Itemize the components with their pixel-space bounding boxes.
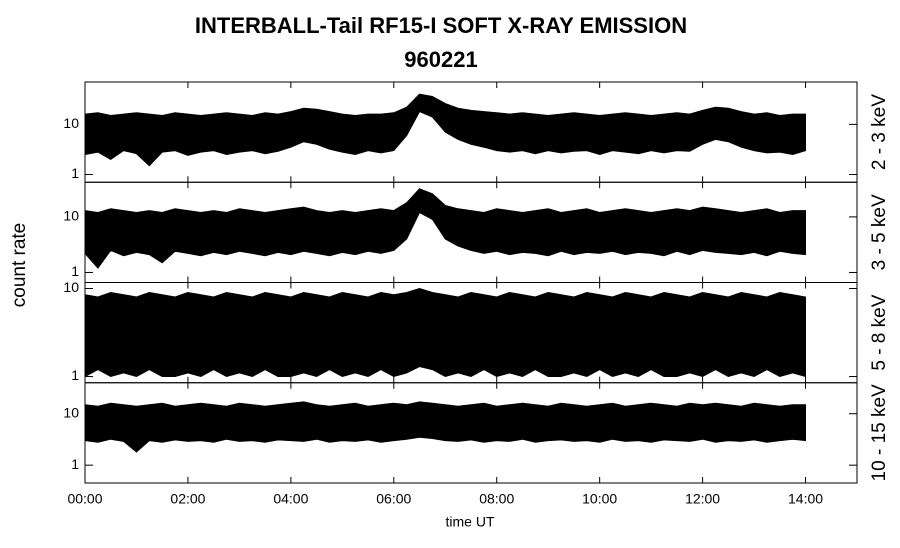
panel-label: 3 - 5 keV	[869, 194, 890, 270]
panel-label: 10 - 15 keV	[869, 384, 890, 481]
signal-band	[84, 93, 806, 167]
y-tick-label: 10	[63, 404, 79, 420]
panel-frame	[84, 382, 858, 484]
x-tick-label: 08:00	[479, 491, 514, 507]
signal-band	[84, 401, 806, 453]
y-tick-label: 1	[71, 456, 79, 472]
y-axis-label: count rate	[9, 223, 30, 308]
x-tick-label: 10:00	[582, 491, 617, 507]
y-tick-label: 10	[63, 115, 79, 131]
signal-band	[84, 287, 806, 378]
chart-subtitle: 960221	[404, 47, 477, 72]
x-tick-label: 06:00	[376, 491, 411, 507]
x-tick-label: 14:00	[788, 491, 823, 507]
y-tick-label: 10	[63, 208, 79, 224]
y-tick-label: 1	[71, 165, 79, 181]
x-tick-label: 04:00	[273, 491, 308, 507]
x-axis-label: time UT	[446, 514, 495, 530]
y-tick-label: 1	[71, 367, 79, 383]
signal-band	[84, 188, 806, 269]
x-tick-label: 02:00	[170, 491, 205, 507]
x-tick-label: 00:00	[67, 491, 102, 507]
y-tick-label: 10	[63, 279, 79, 295]
panel-label: 5 - 8 keV	[869, 294, 890, 370]
chart-title: INTERBALL-Tail RF15-I SOFT X-RAY EMISSIO…	[195, 13, 687, 38]
x-tick-label: 12:00	[685, 491, 720, 507]
y-tick-label: 1	[71, 263, 79, 279]
panel-label: 2 - 3 keV	[869, 94, 890, 170]
